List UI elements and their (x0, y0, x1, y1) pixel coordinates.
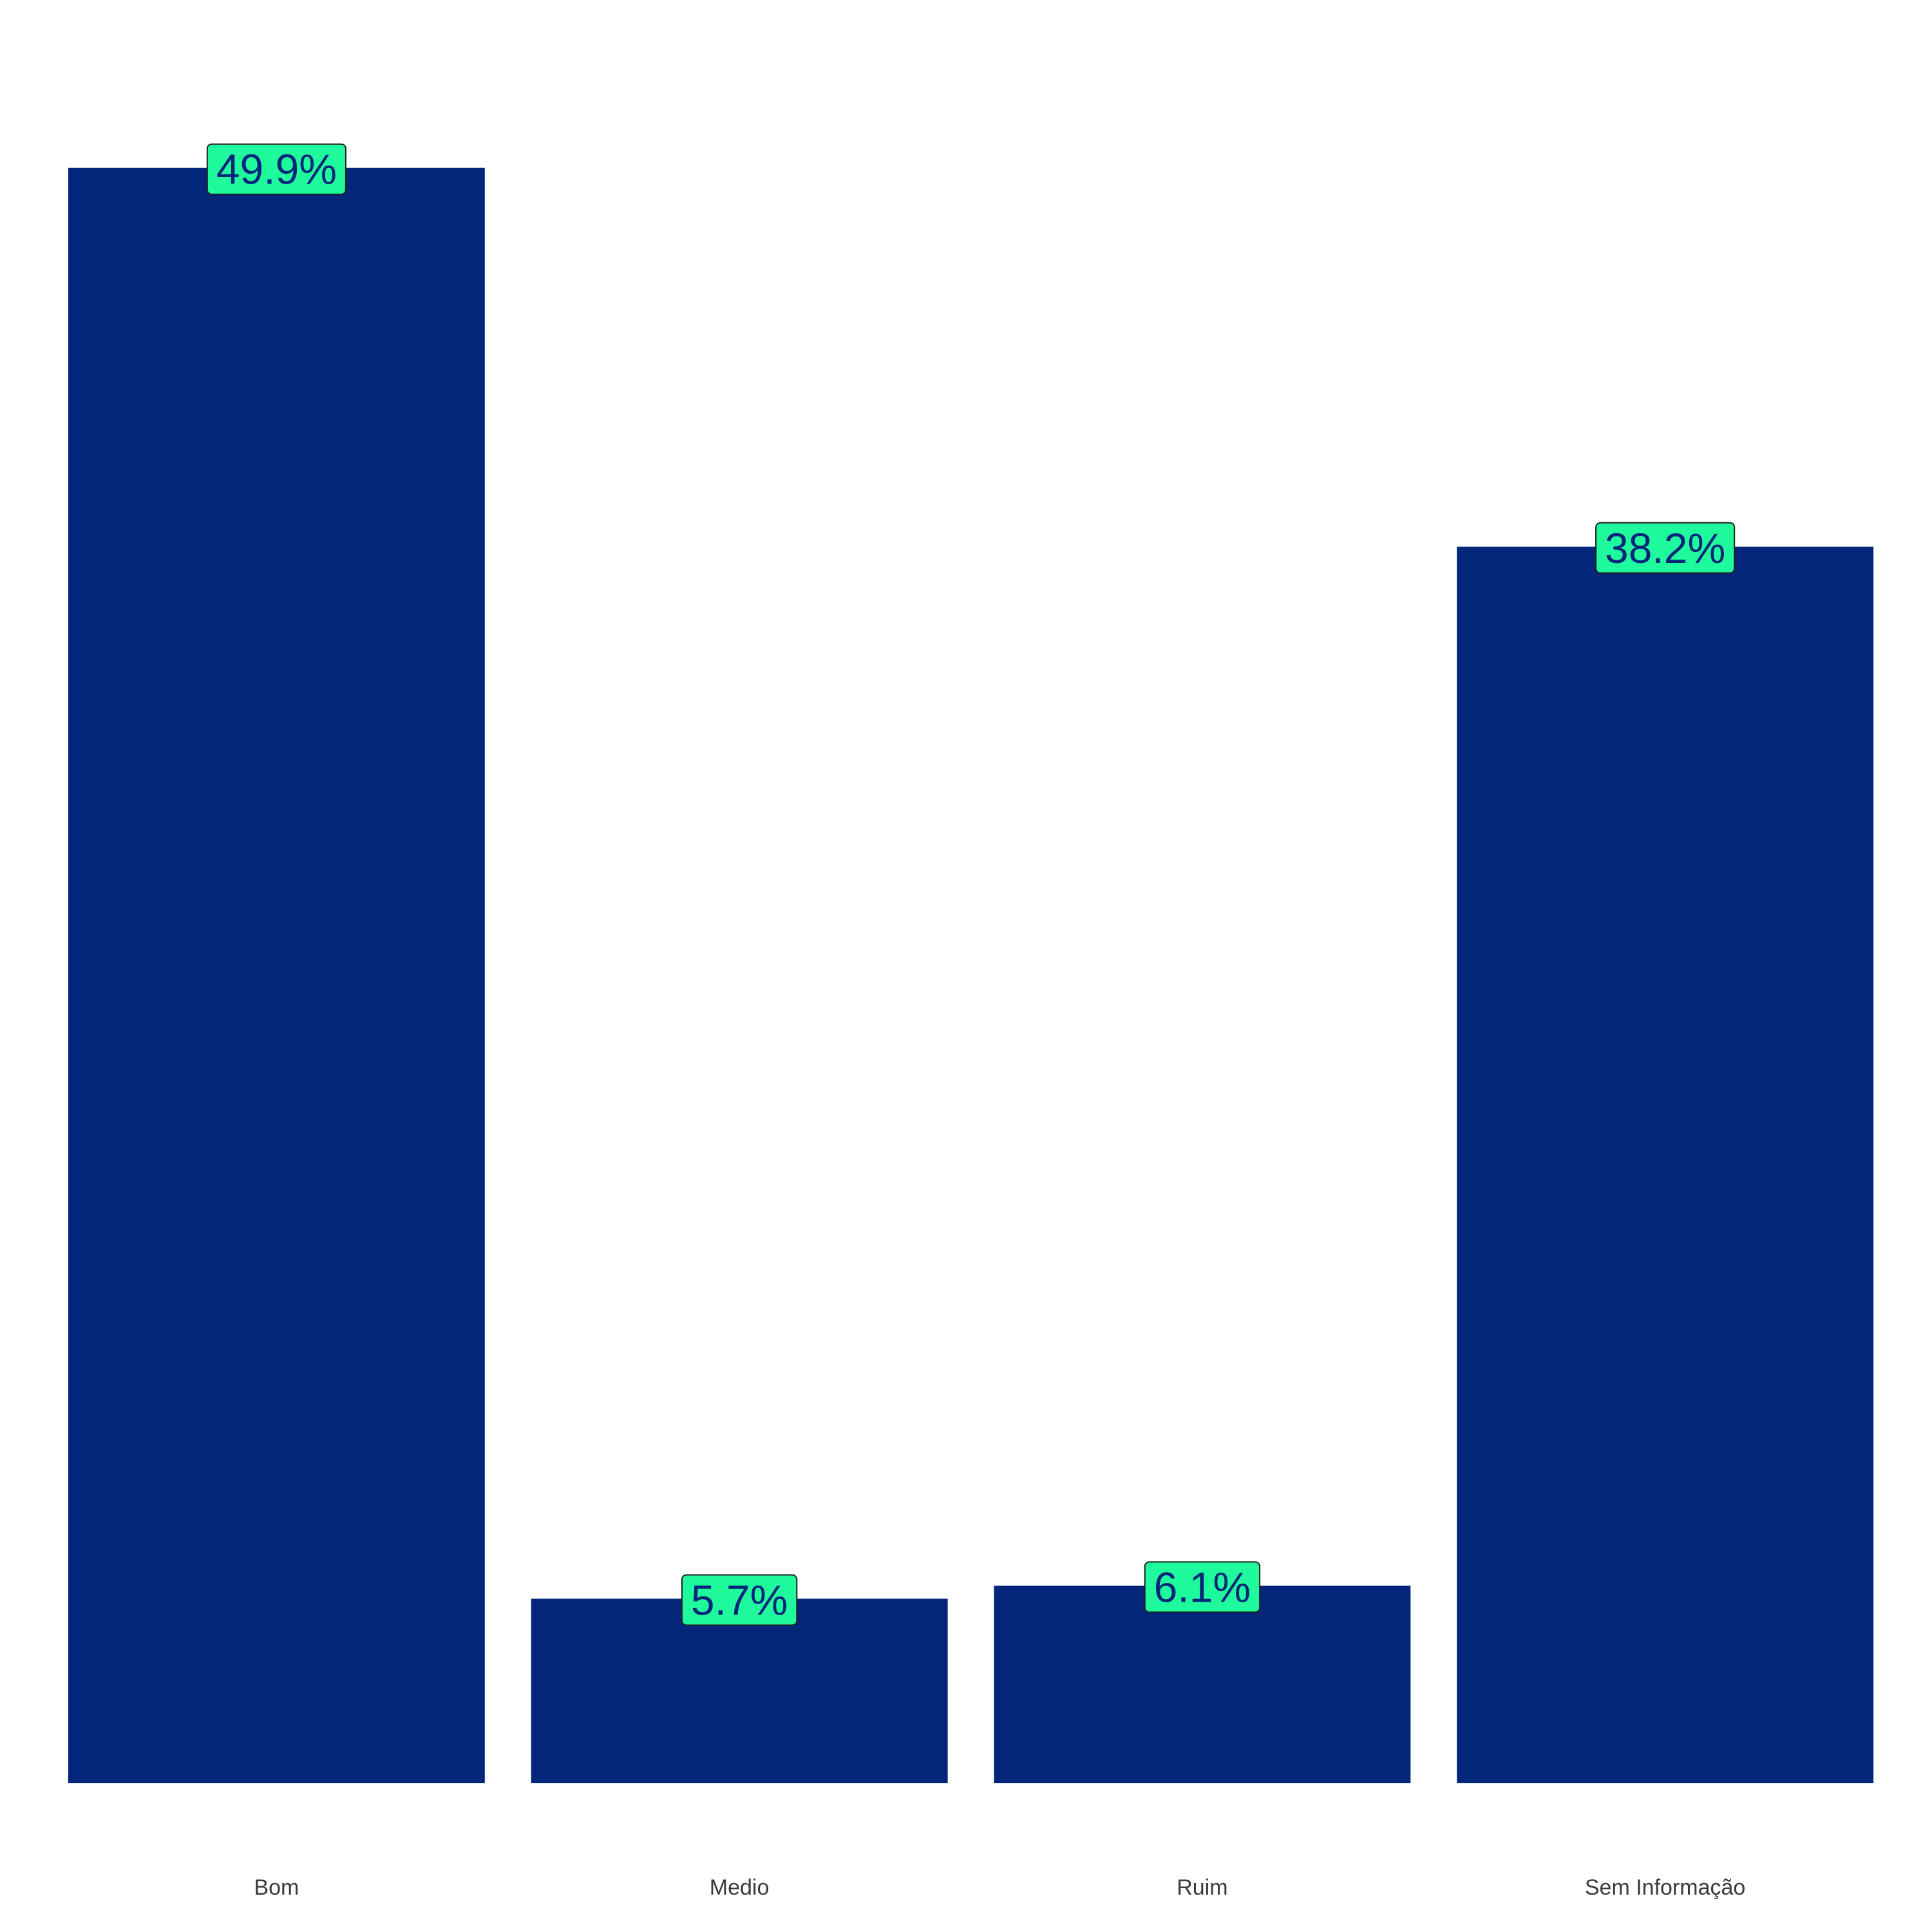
x-tick-label: Sem Informação (1585, 1875, 1745, 1900)
data-label: 5.7% (681, 1574, 798, 1626)
bar-sem-informação (1457, 546, 1874, 1783)
data-label-box (206, 143, 346, 195)
data-labels-layer: 49.9% 5.7% 6.1% 38.2% (206, 143, 1736, 1626)
x-axis-tick-labels: Bom Medio Ruim Sem Informação (254, 1875, 1745, 1900)
data-label-box (681, 1574, 798, 1626)
bar-bom (68, 167, 485, 1784)
bars-layer (68, 167, 1874, 1784)
x-tick-label: Medio (710, 1875, 770, 1900)
data-label-text: 5.7% (691, 1577, 788, 1624)
data-label: 38.2% (1595, 522, 1736, 574)
data-label-text: 38.2% (1605, 524, 1725, 572)
x-tick-label: Ruim (1177, 1875, 1227, 1900)
x-tick-label: Bom (254, 1875, 299, 1900)
data-label-text: 49.9% (216, 146, 337, 193)
bar-medio (531, 1598, 948, 1783)
data-label: 6.1% (1144, 1561, 1261, 1613)
data-label-box (1595, 522, 1736, 574)
data-label-text: 6.1% (1154, 1563, 1251, 1611)
data-label: 49.9% (206, 143, 346, 195)
bar-ruim (994, 1586, 1411, 1783)
data-label-box (1144, 1561, 1261, 1613)
